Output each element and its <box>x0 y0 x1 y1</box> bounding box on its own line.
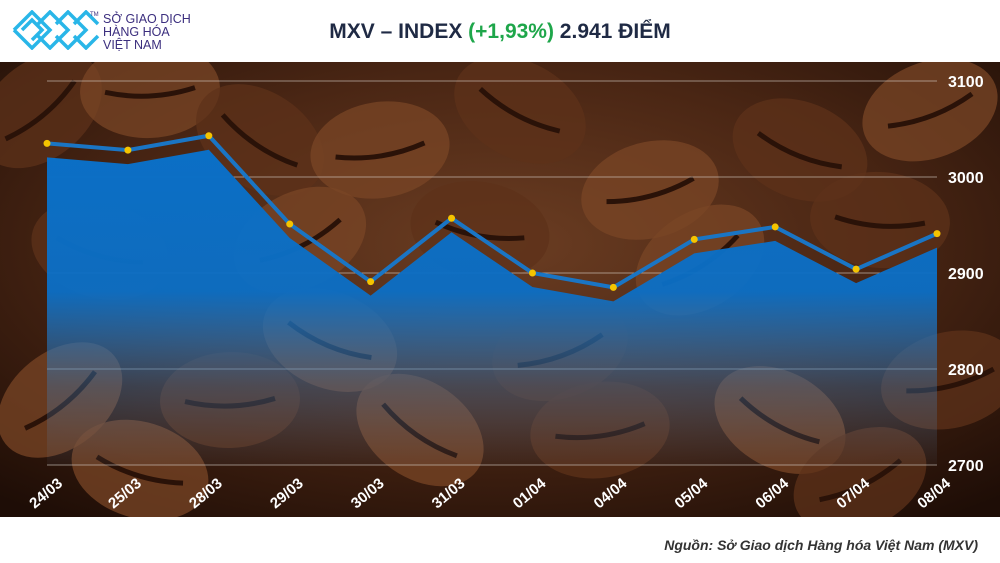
data-point <box>690 235 698 243</box>
data-point <box>771 223 779 231</box>
data-point <box>286 220 294 228</box>
coffee-bean-crease <box>220 113 299 168</box>
coffee-bean-crease <box>478 87 561 134</box>
title-prefix: MXV – INDEX <box>329 20 469 43</box>
y-tick-label: 3000 <box>948 170 984 187</box>
area-fill <box>47 149 937 465</box>
chart-title: MXV – INDEX (+1,93%) 2.941 ĐIỂM <box>0 20 1000 44</box>
coffee-bean <box>732 98 868 202</box>
coffee-bean <box>310 101 450 199</box>
title-change: (+1,93%) <box>468 20 554 43</box>
coffee-bean-crease <box>756 131 843 170</box>
logo-text: SỞ GIAO DỊCH HÀNG HÓA VIỆT NAM <box>103 13 191 52</box>
y-tick-label: 3100 <box>948 74 984 91</box>
data-point <box>609 283 617 291</box>
coffee-bean <box>862 62 998 162</box>
trademark: TM <box>90 12 99 18</box>
data-point <box>933 230 941 238</box>
data-point <box>124 146 132 154</box>
logo-line: SỞ GIAO DỊCH <box>103 12 191 26</box>
coffee-bean-crease <box>819 458 903 503</box>
coffee-bean <box>80 62 220 139</box>
header: TM SỞ GIAO DỊCH HÀNG HÓA VIỆT NAM MXV – … <box>0 0 1000 62</box>
data-point <box>367 278 375 286</box>
data-point <box>43 139 51 147</box>
y-tick-label: 2900 <box>948 266 984 283</box>
coffee-bean-crease <box>887 91 974 129</box>
source-note: Nguồn: Sở Giao dịch Hàng hóa Việt Nam (M… <box>664 537 978 553</box>
series-line <box>46 133 938 290</box>
mxv-logo-icon <box>12 10 100 50</box>
coffee-bean-crease <box>4 79 77 142</box>
data-point <box>448 214 456 222</box>
coffee-bean <box>454 62 586 164</box>
coffee-bean-crease <box>834 214 926 229</box>
logo-line: HÀNG HÓA <box>103 25 170 39</box>
y-tick-label: 2800 <box>948 362 984 379</box>
data-point <box>205 132 213 140</box>
data-point <box>852 265 860 273</box>
logo-line: VIỆT NAM <box>103 38 162 52</box>
data-point <box>528 269 536 277</box>
coffee-bean-crease <box>104 85 196 99</box>
coffee-bean-crease <box>335 140 426 161</box>
coffee-bean <box>196 84 324 196</box>
coffee-bean-crease <box>606 176 695 205</box>
title-suffix: 2.941 ĐIỂM <box>553 20 671 43</box>
y-tick-label: 2700 <box>948 458 984 475</box>
